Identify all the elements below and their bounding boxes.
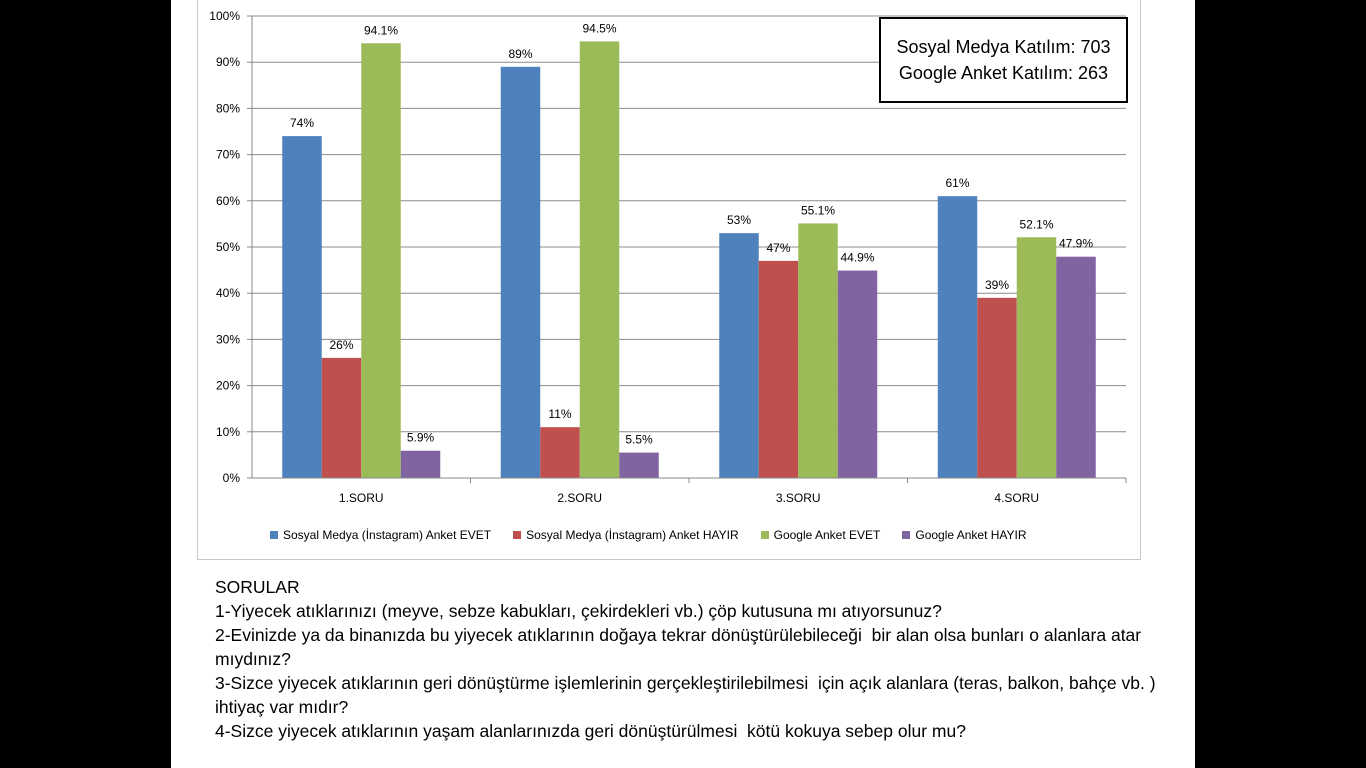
- y-tick-label: 40%: [216, 286, 240, 300]
- bar: [321, 357, 362, 478]
- google-participation: Google Anket Katılım: 263: [898, 63, 1109, 83]
- y-tick-label: 80%: [216, 101, 240, 115]
- bar: [400, 450, 441, 478]
- question-2: 2-Evinizde ya da binanızda bu yiyecek at…: [215, 625, 1146, 669]
- y-tick-label: 50%: [216, 240, 240, 254]
- data-label: 52.1%: [1019, 217, 1053, 231]
- bar: [282, 136, 322, 478]
- data-label: 47.9%: [1059, 237, 1093, 251]
- questions-heading: SORULAR: [215, 577, 300, 597]
- questions-block: SORULAR 1-Yiyecek atıklarınızı (meyve, s…: [215, 575, 1175, 743]
- bar-chart: 0% 10% 20% 30% 40% 50% 60% 70% 80% 90% 100% 1.SORU 7…: [209, 9, 1127, 505]
- legend-label: Sosyal Medya (İnstagram) Anket EVET: [283, 528, 492, 542]
- y-tick-label: 100%: [209, 9, 240, 23]
- data-label: 47%: [766, 241, 790, 255]
- y-tick-label: 0%: [223, 471, 241, 485]
- legend-swatch: [902, 531, 911, 539]
- bar: [937, 196, 978, 478]
- x-tick-label: 1.SORU: [339, 491, 384, 505]
- legend-item: Google Anket HAYIR: [902, 528, 1027, 542]
- data-label: 89%: [508, 47, 532, 61]
- y-tick-label: 90%: [216, 55, 240, 69]
- data-label: 5.9%: [407, 431, 435, 445]
- data-label: 53%: [727, 213, 751, 227]
- data-label: 61%: [945, 176, 969, 190]
- bar: [977, 297, 1017, 478]
- bar: [1056, 256, 1096, 478]
- data-label: 26%: [329, 338, 353, 352]
- bar: [619, 452, 659, 478]
- y-tick-label: 70%: [216, 148, 240, 162]
- data-label: 94.5%: [582, 21, 616, 35]
- bar: [540, 427, 580, 478]
- bar: [361, 43, 401, 479]
- data-label: 39%: [985, 278, 1009, 292]
- legend-swatch: [760, 531, 769, 539]
- y-tick-label: 60%: [216, 194, 240, 208]
- legend-swatch: [270, 531, 278, 539]
- x-tick-label: 2.SORU: [557, 491, 602, 505]
- legend-label: Google Anket HAYIR: [915, 528, 1027, 542]
- y-tick-label: 20%: [216, 379, 240, 393]
- legend-item: Google Anket EVET: [760, 528, 881, 542]
- question-1: 1-Yiyecek atıklarınızı (meyve, sebze kab…: [215, 601, 942, 621]
- y-tick-label: 10%: [216, 425, 240, 439]
- chart-legend: Sosyal Medya (İnstagram) Anket EVET Sosya…: [270, 528, 1049, 542]
- question-4: 4-Sizce yiyecek atıklarının yaşam alanla…: [215, 721, 966, 741]
- legend-item: Sosyal Medya (İnstagram) Anket EVET: [270, 528, 491, 542]
- question-3: 3-Sizce yiyecek atıklarının geri dönüştü…: [215, 673, 1161, 717]
- x-tick-label: 3.SORU: [776, 491, 821, 505]
- legend-label: Sosyal Medya (İnstagram) Anket HAYIR: [526, 528, 739, 542]
- bar: [579, 41, 620, 478]
- x-tick-label: 4.SORU: [994, 491, 1039, 505]
- bar: [758, 260, 799, 478]
- data-label: 11%: [548, 407, 571, 421]
- data-label: 44.9%: [840, 251, 874, 265]
- bar: [798, 223, 838, 478]
- bar: [837, 270, 878, 478]
- data-label: 94.1%: [364, 23, 398, 37]
- legend-label: Google Anket EVET: [773, 528, 881, 542]
- data-label: 5.5%: [625, 433, 653, 447]
- participation-info-box: Sosyal Medya Katılım: 703 Google Anket K…: [879, 17, 1128, 103]
- legend-swatch: [513, 531, 522, 539]
- bar: [1016, 237, 1057, 478]
- data-label: 74%: [290, 116, 314, 130]
- bar: [719, 233, 759, 478]
- y-tick-label: 30%: [216, 332, 240, 346]
- bar: [500, 66, 541, 478]
- social-media-participation: Sosyal Medya Katılım: 703: [896, 37, 1111, 57]
- data-label: 55.1%: [801, 203, 835, 217]
- legend-item: Sosyal Medya (İnstagram) Anket HAYIR: [513, 528, 739, 542]
